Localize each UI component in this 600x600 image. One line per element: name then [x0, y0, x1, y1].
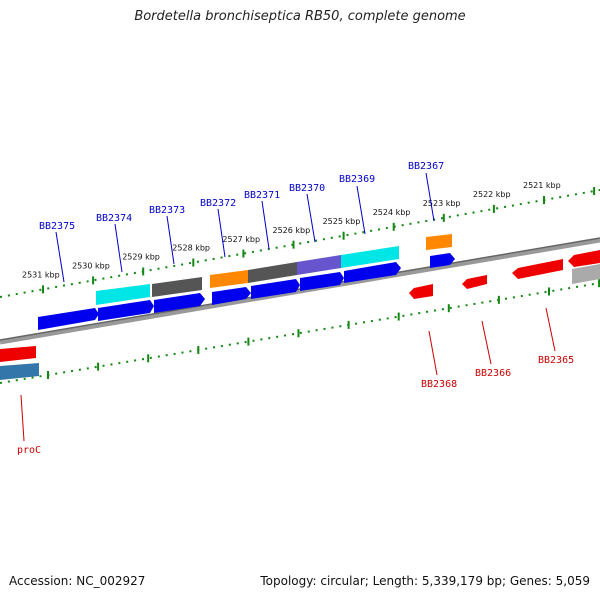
gene-label-bb2365[interactable]: BB2365 — [538, 355, 574, 366]
gene-bb2373-arrow[interactable] — [154, 293, 205, 313]
gene-bb2367-domain — [426, 234, 452, 250]
scale-tick-label: 2530 kbp — [72, 262, 110, 271]
gene-bb2371-arrow[interactable] — [251, 279, 300, 299]
scale-tick-label: 2522 kbp — [473, 190, 511, 199]
gene-bb2366-arrow[interactable] — [462, 275, 487, 289]
scale-line-upper — [0, 189, 600, 298]
gene-label-proc[interactable]: proC — [17, 445, 41, 456]
gene-label-bb2370[interactable]: BB2370 — [289, 183, 325, 194]
gene-label-bb2373[interactable]: BB2373 — [149, 205, 185, 216]
forward-strand-features — [38, 234, 455, 330]
gene-bb2372-domain — [210, 270, 248, 288]
gene-label-bb2369[interactable]: BB2369 — [339, 174, 375, 185]
gene-bb2373-domain — [152, 277, 202, 297]
gene-label-bb2367[interactable]: BB2367 — [408, 161, 444, 172]
gene-partial-arrow[interactable] — [568, 250, 600, 267]
gene-label-bb2371[interactable]: BB2371 — [244, 190, 280, 201]
gene-label-bb2368[interactable]: BB2368 — [421, 379, 457, 390]
gene-bb2369-arrow[interactable] — [344, 262, 401, 283]
accession-text: Accession: NC_002927 — [9, 574, 146, 588]
scale-tick-label: 2528 kbp — [172, 244, 210, 253]
gene-partial-domain — [572, 264, 600, 284]
map-title: Bordetella bronchiseptica RB50, complete… — [134, 9, 466, 24]
scale-tick-label: 2529 kbp — [122, 253, 160, 262]
gene-bb2368-arrow[interactable] — [409, 284, 433, 299]
gene-label-bb2374[interactable]: BB2374 — [96, 213, 132, 224]
reverse-gene-labels: BB2368 BB2366 BB2365 proC — [17, 307, 574, 456]
gene-bb2375-arrow[interactable] — [38, 308, 99, 330]
reverse-strand-features — [0, 250, 600, 380]
gene-bb2370-arrow[interactable] — [300, 272, 344, 291]
scale-tick-label: 2527 kbp — [222, 235, 260, 244]
gene-bb2367-arrow[interactable] — [430, 253, 455, 268]
gene-bb2374-domain — [96, 284, 150, 305]
gene-bb2369-domain — [341, 246, 399, 268]
scale-tick-label: 2531 kbp — [22, 271, 60, 280]
gene-label-bb2375[interactable]: BB2375 — [39, 221, 75, 232]
genome-summary-text: Topology: circular; Length: 5,339,179 bp… — [260, 574, 590, 588]
scale-ticks: 2531 kbp 2530 kbp 2529 kbp 2528 kbp 2527 kbp… — [22, 181, 600, 379]
gene-proc-domain — [0, 363, 39, 380]
scale-tick-label: 2524 kbp — [373, 208, 411, 217]
gene-label-bb2366[interactable]: BB2366 — [475, 368, 511, 379]
gene-proc-arrow[interactable] — [0, 346, 36, 362]
scale-line-lower — [0, 282, 600, 384]
gene-bb2374-arrow[interactable] — [98, 300, 154, 321]
gene-bb2371-domain — [248, 262, 297, 283]
scale-tick-label: 2526 kbp — [273, 226, 311, 235]
forward-gene-labels: BB2375 BB2374 BB2373 BB2372 BB2371 BB237… — [39, 161, 444, 283]
gene-label-bb2372[interactable]: BB2372 — [200, 198, 236, 209]
gene-bb2370-domain — [297, 255, 341, 275]
scale-tick-label: 2525 kbp — [323, 217, 361, 226]
scale-tick-label: 2521 kbp — [523, 181, 561, 190]
scale-tick-label: 2523 kbp — [423, 199, 461, 208]
gene-bb2365-arrow[interactable] — [512, 259, 563, 279]
gene-bb2372-arrow[interactable] — [212, 287, 251, 305]
